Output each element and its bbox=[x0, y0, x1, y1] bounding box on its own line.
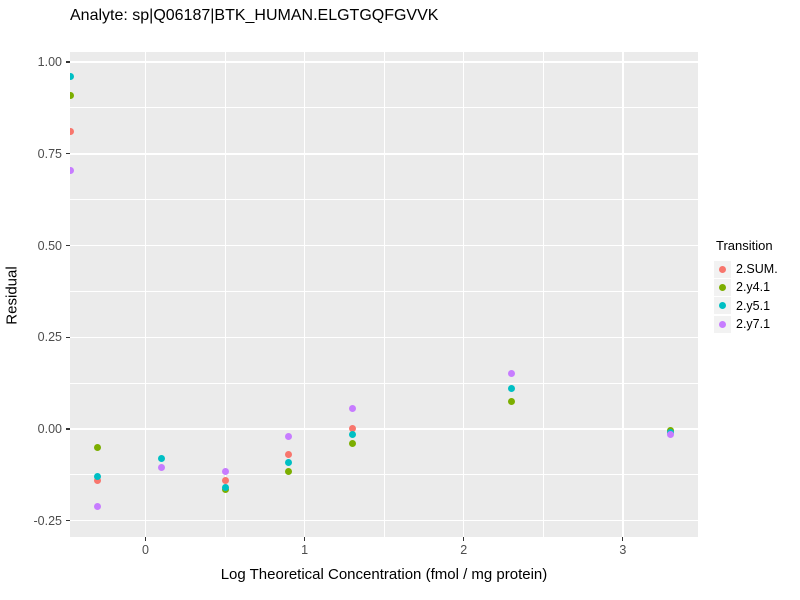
data-point-2.SUM. bbox=[94, 476, 102, 484]
y-tick-label: 0.25 bbox=[37, 330, 62, 345]
legend-label: 2.y4.1 bbox=[736, 280, 771, 295]
legend-item-2.y7.1: 2.y7.1 bbox=[714, 315, 778, 333]
gridline-x-minor bbox=[383, 52, 385, 537]
legend-item-2.SUM.: 2.SUM. bbox=[714, 260, 778, 278]
data-point-2.y5.1 bbox=[348, 431, 356, 438]
chart-title: Analyte: sp|Q06187|BTK_HUMAN.ELGTGQFGVVK bbox=[70, 7, 439, 24]
legend-label: 2.y7.1 bbox=[736, 317, 771, 332]
y-tick-label: 0.50 bbox=[37, 238, 62, 253]
data-point-2.y7.1 bbox=[94, 502, 102, 510]
y-tick-mark bbox=[66, 336, 70, 338]
data-point-2.y5.1 bbox=[157, 454, 165, 462]
legend-key bbox=[714, 278, 731, 296]
gridline-y-major bbox=[70, 336, 698, 338]
x-tick-label: 1 bbox=[301, 543, 309, 557]
legend-key bbox=[714, 297, 731, 315]
data-point-2.y7.1 bbox=[70, 166, 75, 174]
data-point-2.y7.1 bbox=[285, 432, 293, 440]
legend: Transition 2.SUM. 2.y4.1 2.y5.1 2.y7.1 bbox=[714, 238, 778, 333]
gridline-x-major bbox=[144, 52, 147, 537]
legend-item-2.y4.1: 2.y4.1 bbox=[714, 278, 778, 296]
y-tick-label: 1.00 bbox=[37, 55, 62, 70]
gridline-y-major bbox=[70, 244, 698, 247]
y-tick-mark bbox=[66, 428, 70, 430]
data-point-2.y7.1 bbox=[507, 370, 515, 378]
data-point-2.y7.1 bbox=[667, 431, 675, 438]
x-tick-mark bbox=[144, 537, 147, 541]
x-tick-mark bbox=[463, 537, 465, 541]
gridline-x-minor bbox=[542, 52, 544, 537]
gridline-y-major bbox=[70, 61, 698, 63]
gridline-x-major bbox=[622, 52, 624, 537]
legend-dot-icon bbox=[719, 320, 726, 328]
gridline-y-major bbox=[70, 428, 698, 430]
y-axis-title: Residual bbox=[3, 266, 21, 325]
y-tick-mark bbox=[66, 153, 70, 155]
data-point-2.y5.1 bbox=[285, 458, 293, 466]
data-point-2.SUM. bbox=[221, 476, 229, 484]
y-tick-label: -0.25 bbox=[33, 513, 63, 528]
data-point-2.SUM. bbox=[348, 425, 356, 433]
x-tick-label: 2 bbox=[460, 543, 468, 557]
data-point-2.y5.1 bbox=[94, 473, 102, 481]
y-tick-label: 0.00 bbox=[37, 421, 62, 436]
data-point-2.y4.1 bbox=[507, 397, 515, 405]
gridline-x-major bbox=[462, 52, 465, 537]
legend-label: 2.y5.1 bbox=[736, 298, 771, 313]
y-tick-mark bbox=[66, 520, 70, 522]
gridline-y-major bbox=[70, 153, 698, 155]
data-point-2.y7.1 bbox=[157, 464, 165, 472]
legend-dot-icon bbox=[719, 302, 726, 310]
gridline-y-major bbox=[70, 519, 698, 522]
gridline-x-minor bbox=[224, 52, 226, 537]
data-point-2.y5.1 bbox=[221, 484, 229, 492]
legend-key bbox=[714, 260, 731, 278]
data-point-2.y4.1 bbox=[70, 91, 75, 99]
data-point-2.SUM. bbox=[285, 451, 293, 459]
legend-dot-icon bbox=[719, 283, 726, 291]
legend-key bbox=[714, 315, 731, 333]
data-point-2.y7.1 bbox=[221, 467, 229, 475]
x-tick-mark bbox=[304, 537, 306, 541]
legend-title: Transition bbox=[716, 238, 773, 253]
data-point-2.y5.1 bbox=[507, 385, 515, 393]
x-tick-label: 0 bbox=[142, 543, 149, 557]
legend-dot-icon bbox=[719, 265, 726, 273]
legend-item-2.y5.1: 2.y5.1 bbox=[714, 297, 778, 315]
y-tick-mark bbox=[66, 61, 70, 63]
x-axis-title: Log Theoretical Concentration (fmol / mg… bbox=[220, 566, 548, 583]
y-tick-label: 0.75 bbox=[37, 146, 62, 161]
data-point-2.y7.1 bbox=[348, 405, 356, 413]
x-tick-label: 3 bbox=[619, 543, 627, 557]
data-point-2.y4.1 bbox=[285, 467, 293, 475]
data-point-2.y4.1 bbox=[348, 440, 356, 448]
x-tick-mark bbox=[622, 537, 624, 541]
data-point-2.SUM. bbox=[70, 128, 75, 136]
legend-items: 2.SUM. 2.y4.1 2.y5.1 2.y7.1 bbox=[714, 260, 778, 333]
gridline-x-major bbox=[303, 52, 306, 537]
legend-label: 2.SUM. bbox=[736, 262, 778, 277]
plot-panel bbox=[70, 52, 698, 537]
data-point-2.y5.1 bbox=[70, 73, 75, 81]
y-tick-mark bbox=[66, 244, 70, 247]
data-point-2.y4.1 bbox=[94, 443, 102, 451]
